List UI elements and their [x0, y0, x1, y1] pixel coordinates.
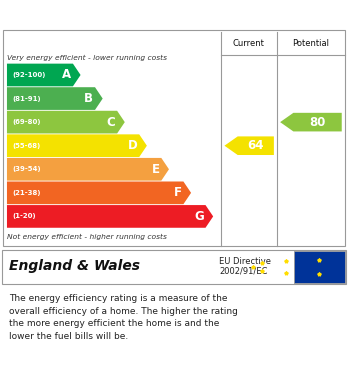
- Text: Not energy efficient - higher running costs: Not energy efficient - higher running co…: [7, 233, 167, 240]
- Text: Potential: Potential: [292, 39, 329, 48]
- Bar: [294, 251, 345, 283]
- Polygon shape: [7, 205, 213, 228]
- Text: E: E: [152, 163, 160, 176]
- Text: B: B: [84, 92, 93, 105]
- Text: 80: 80: [309, 116, 326, 129]
- Polygon shape: [7, 158, 169, 181]
- Text: (81-91): (81-91): [12, 95, 41, 102]
- Text: C: C: [106, 116, 116, 129]
- Text: Current: Current: [233, 39, 265, 48]
- Text: 64: 64: [247, 139, 264, 152]
- Text: (1-20): (1-20): [12, 213, 36, 219]
- Text: (92-100): (92-100): [12, 72, 46, 78]
- Text: F: F: [174, 187, 182, 199]
- Polygon shape: [7, 111, 125, 133]
- Text: The energy efficiency rating is a measure of the
overall efficiency of a home. T: The energy efficiency rating is a measur…: [9, 294, 238, 341]
- Polygon shape: [280, 113, 342, 131]
- Text: G: G: [194, 210, 204, 223]
- Text: Very energy efficient - lower running costs: Very energy efficient - lower running co…: [7, 55, 167, 61]
- Polygon shape: [7, 135, 147, 157]
- Text: (69-80): (69-80): [12, 119, 41, 125]
- Text: (39-54): (39-54): [12, 166, 41, 172]
- Polygon shape: [7, 87, 103, 110]
- Text: Energy Efficiency Rating: Energy Efficiency Rating: [9, 7, 211, 22]
- Text: (55-68): (55-68): [12, 143, 40, 149]
- Text: (21-38): (21-38): [12, 190, 41, 196]
- Polygon shape: [7, 181, 191, 204]
- Text: A: A: [62, 68, 71, 81]
- Text: D: D: [128, 139, 137, 152]
- Polygon shape: [7, 64, 81, 86]
- Polygon shape: [224, 136, 274, 155]
- Text: England & Wales: England & Wales: [9, 259, 140, 273]
- Text: EU Directive
2002/91/EC: EU Directive 2002/91/EC: [219, 256, 271, 276]
